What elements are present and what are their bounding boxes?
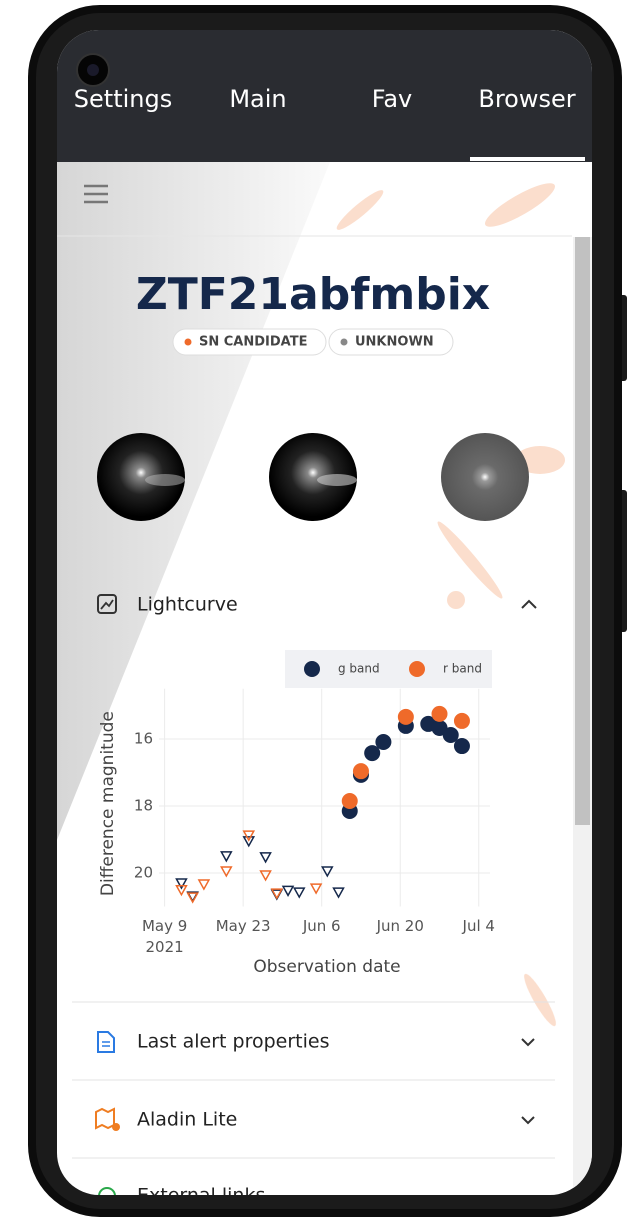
cutout-detail	[145, 474, 185, 486]
phone: ZTF21abfmbix SN CANDIDATE UNKNOWN Lightc…	[0, 0, 629, 1221]
y-tick-label: 20	[134, 864, 153, 882]
scrollbar-thumb[interactable]	[575, 237, 590, 825]
detection-marker	[353, 763, 369, 779]
screen: ZTF21abfmbix SN CANDIDATE UNKNOWN Lightc…	[57, 30, 592, 1207]
badge-label: SN CANDIDATE	[199, 335, 307, 350]
cutout-detail	[317, 474, 357, 486]
active-tab-indicator	[470, 157, 585, 161]
camera-lens	[87, 64, 99, 76]
x-tick-label: Jun 6	[287, 916, 357, 937]
badge-label: UNKNOWN	[355, 335, 434, 350]
x-tick-label: Jun 20	[365, 916, 435, 937]
detection-marker	[342, 793, 358, 809]
object-title: ZTF21abfmbix	[136, 269, 490, 320]
aladin-icon	[112, 1123, 120, 1131]
tab[interactable]: Settings	[74, 85, 172, 113]
detection-marker	[454, 738, 470, 754]
tab[interactable]: Browser	[478, 85, 575, 113]
section-title[interactable]: Last alert properties	[137, 1031, 330, 1053]
y-tick-label: 18	[134, 797, 153, 815]
tab[interactable]: Fav	[372, 85, 413, 113]
legend-label[interactable]: g band	[338, 662, 380, 676]
x-tick-label: Jul 4	[444, 916, 514, 937]
detection-marker	[454, 713, 470, 729]
y-axis-label: Difference magnitude	[98, 711, 118, 896]
x-axis-label: Observation date	[253, 957, 400, 977]
x-tick-label: May 23	[208, 916, 278, 937]
y-tick-label: 16	[134, 730, 153, 748]
legend-marker[interactable]	[304, 661, 320, 677]
detection-marker	[398, 709, 414, 725]
detection-marker	[432, 706, 448, 722]
legend-marker[interactable]	[409, 661, 425, 677]
section-title[interactable]: Aladin Lite	[137, 1109, 237, 1131]
section-title[interactable]: Lightcurve	[137, 594, 238, 616]
detection-marker	[375, 734, 391, 750]
difference-cutout[interactable]	[441, 433, 529, 521]
tab[interactable]: Main	[229, 85, 286, 113]
badge-dot	[185, 339, 192, 346]
phone-screenshot: ZTF21abfmbix SN CANDIDATE UNKNOWN Lightc…	[0, 0, 629, 1221]
legend-label[interactable]: r band	[443, 662, 482, 676]
x-tick-label: May 9 2021	[130, 916, 200, 958]
badge-dot	[341, 339, 348, 346]
